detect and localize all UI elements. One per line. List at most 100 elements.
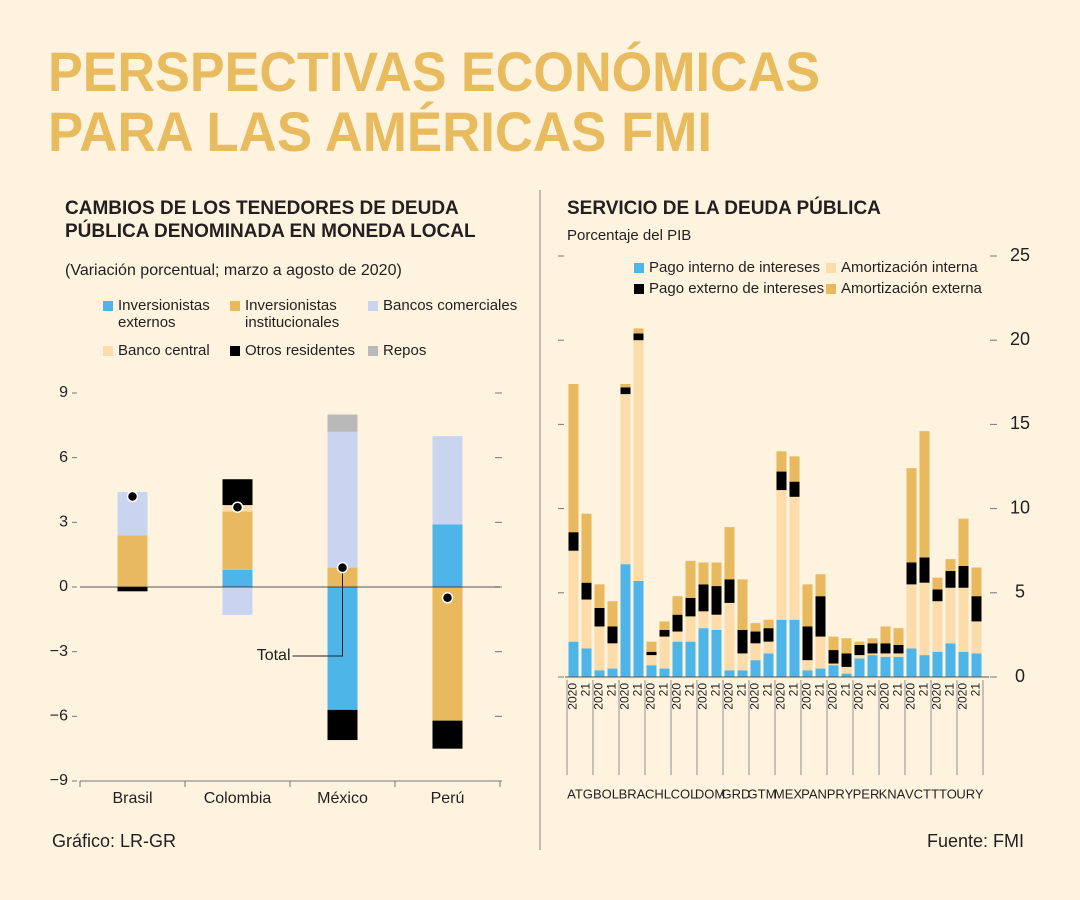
y-tick-label: 10 <box>1010 497 1030 517</box>
bar-segment <box>789 481 800 497</box>
legend-label: Inversionistas externos <box>118 297 210 331</box>
bar-segment <box>867 655 878 677</box>
x-tick-label: 21 <box>631 683 645 697</box>
x-tick-label: Brasil <box>112 790 152 807</box>
x-tick-label: Perú <box>431 790 465 807</box>
bar-segment <box>737 670 748 677</box>
bar-segment <box>750 660 761 677</box>
bar-segment <box>620 394 631 565</box>
bar-segment <box>789 619 800 677</box>
bar-segment <box>646 665 657 677</box>
bar-segment <box>698 562 709 585</box>
legend-swatch <box>826 284 836 294</box>
x-tick-label: 2020 <box>774 683 788 710</box>
bar-segment <box>724 670 735 677</box>
bar-segment <box>711 586 722 615</box>
bar-segment <box>685 641 696 677</box>
bar-segment <box>971 567 982 597</box>
bar-segment <box>854 658 865 677</box>
x-tick-label: 21 <box>683 683 697 697</box>
bar-segment <box>841 653 852 667</box>
bar-segment <box>724 579 735 603</box>
bar-segment <box>945 643 956 677</box>
legend-label: Amortización externa <box>841 280 982 297</box>
x-tick-label: 2020 <box>904 683 918 710</box>
bar-segment <box>711 629 722 677</box>
x-tick-label: Colombia <box>204 790 272 807</box>
bar-segment <box>776 471 787 491</box>
bar-segment <box>646 641 657 652</box>
bar-segment <box>867 653 878 656</box>
legend-label: Banco central <box>118 342 210 359</box>
bar-segment <box>594 670 605 677</box>
bar-segment <box>568 641 579 677</box>
bar-segment <box>867 638 878 644</box>
bar-segment <box>685 616 696 642</box>
y-tick-label: 15 <box>1010 413 1030 433</box>
group-label: PRY <box>827 786 854 801</box>
bar-segment <box>607 601 618 627</box>
bar-segment <box>789 456 800 482</box>
legend-item: Inversionistas institucionales <box>230 297 370 331</box>
legend-item: Bancos comerciales <box>368 297 517 314</box>
bar-segment <box>327 709 358 741</box>
bar-segment <box>750 631 761 644</box>
group-label: URY <box>956 786 984 801</box>
bar-segment <box>327 414 358 432</box>
bar-segment <box>672 596 683 615</box>
x-tick-label: 2020 <box>748 683 762 710</box>
chart-subtitle: Porcentaje del PIB <box>567 227 691 244</box>
bar-segment <box>633 581 644 677</box>
x-tick-label: 21 <box>657 683 671 697</box>
bar-segment <box>568 550 579 642</box>
legend-label: Pago interno de intereses <box>649 259 820 276</box>
bar-segment <box>568 383 579 533</box>
bar-segment <box>646 651 657 656</box>
legend-item: Amortización interna <box>826 259 978 276</box>
bar-segment <box>620 383 631 388</box>
bar-segment <box>828 665 839 677</box>
y-tick-label: 6 <box>59 449 68 466</box>
bar-segment <box>893 628 904 646</box>
x-tick-label: México <box>317 790 368 807</box>
legend-label: Amortización interna <box>841 259 978 276</box>
bar-segment <box>432 587 463 721</box>
legend-label: Pago externo de intereses <box>649 280 825 297</box>
legend-item: Pago externo de intereses <box>634 280 824 297</box>
bar-segment <box>789 496 800 620</box>
group-label: GTM <box>748 786 777 801</box>
bar-segment <box>763 619 774 629</box>
y-tick-label: 20 <box>1010 329 1030 349</box>
source: Fuente: FMI <box>927 831 1024 851</box>
main-title: PERSPECTIVAS ECONÓMICAS <box>48 40 820 103</box>
bar-segment <box>763 641 774 654</box>
bar-segment <box>750 643 761 661</box>
bar-segment <box>581 513 592 583</box>
x-tick-label: 21 <box>813 683 827 697</box>
bar-segment <box>776 451 787 472</box>
x-tick-label: 21 <box>839 683 853 697</box>
x-tick-label: 2020 <box>956 683 970 710</box>
legend-swatch <box>103 301 113 311</box>
bar-segment <box>958 651 969 677</box>
bar-segment <box>828 663 839 666</box>
bar-segment <box>880 626 891 644</box>
annotation-leader <box>292 567 343 657</box>
y-tick-label: 25 <box>1010 245 1030 265</box>
x-tick-label: 21 <box>917 683 931 697</box>
legend-label: Bancos comerciales <box>383 297 518 314</box>
chart-title: SERVICIO DE LA DEUDA PÚBLICA <box>567 197 881 219</box>
bar-segment <box>919 431 930 558</box>
group-label: DOM <box>695 786 725 801</box>
bar-segment <box>581 648 592 677</box>
bar-segment <box>945 587 956 644</box>
bar-segment <box>906 584 917 649</box>
x-tick-label: 2020 <box>878 683 892 710</box>
legend-item: Otros residentes <box>230 342 370 359</box>
x-tick-label: 2020 <box>670 683 684 710</box>
bar-segment <box>672 614 683 632</box>
bar-segment <box>432 436 463 525</box>
x-tick-label: 2020 <box>826 683 840 710</box>
group-label: BRA <box>619 786 646 801</box>
